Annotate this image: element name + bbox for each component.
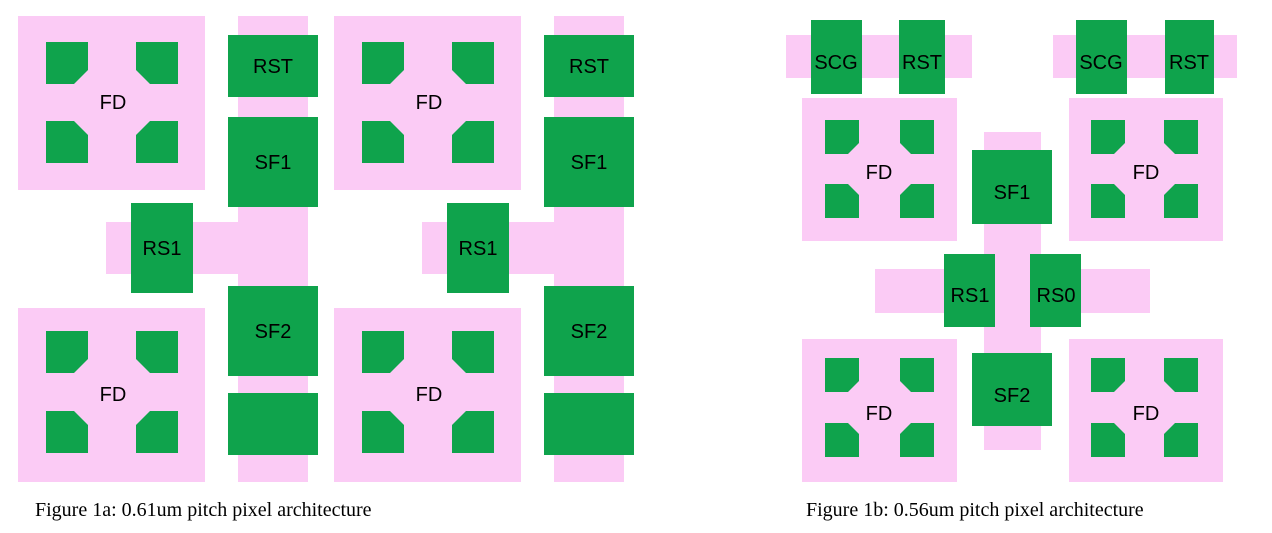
fd-a1-transfer-gate-bottom-right [136, 121, 178, 163]
fd-b3-transfer-gate-top-right [900, 358, 934, 392]
rst-gate-2 [1165, 20, 1214, 94]
sf1-gate [972, 150, 1052, 224]
rs0-gate [1030, 254, 1081, 327]
rst-label-1: RST [253, 56, 293, 78]
rst-gate-2 [544, 35, 634, 97]
figure-1a-caption: Figure 1a: 0.61um pitch pixel architectu… [35, 499, 372, 521]
sf2-gate-1 [228, 286, 318, 376]
fd-a3-transfer-gate-bottom-right [136, 411, 178, 453]
fd-label-bottom-right: FD [1133, 403, 1160, 425]
fd-b2-transfer-gate-bottom-left [1091, 184, 1125, 218]
fd-b4-transfer-gate-top-left [1091, 358, 1125, 392]
fd-b2-transfer-gate-bottom-right [1164, 184, 1198, 218]
figure-1a-diffusion-layer [18, 16, 624, 482]
scg-label-1: SCG [814, 52, 857, 74]
fd-label-top-right: FD [1133, 162, 1160, 184]
figure-1a: FD FD FD FD RST RST SF1 SF1 RS1 RS1 SF2 … [18, 16, 634, 521]
fd-b4-transfer-gate-bottom-right [1164, 423, 1198, 457]
figure-1b-caption: Figure 1b: 0.56um pitch pixel architectu… [806, 499, 1144, 521]
fd-label-top-mid: FD [416, 92, 443, 114]
fd-b3-transfer-gate-bottom-left [825, 423, 859, 457]
unlabeled-gate-1 [228, 393, 318, 455]
rs1-label-2: RS1 [459, 238, 498, 260]
figure-1a-transfer-gates [46, 42, 494, 453]
rs1-label-1: RS1 [143, 238, 182, 260]
fd-a4-transfer-gate-top-left [362, 331, 404, 373]
rst-gate-1 [899, 20, 945, 94]
fd-b2-transfer-gate-top-left [1091, 120, 1125, 154]
fd-a2-transfer-gate-bottom-left [362, 121, 404, 163]
rs1-gate-2 [447, 203, 509, 293]
rst-label-2: RST [569, 56, 609, 78]
fd-a4-transfer-gate-bottom-right [452, 411, 494, 453]
fd-a4-transfer-gate-top-right [452, 331, 494, 373]
scg-label-2: SCG [1079, 52, 1122, 74]
figure-1a-gate-layer [131, 35, 634, 455]
fd-a4-transfer-gate-bottom-left [362, 411, 404, 453]
fd-a1-transfer-gate-top-left [46, 42, 88, 84]
fd-a3-transfer-gate-top-right [136, 331, 178, 373]
fd-b1-transfer-gate-bottom-left [825, 184, 859, 218]
unlabeled-gate-2 [544, 393, 634, 455]
fd-label-bottom-mid: FD [416, 384, 443, 406]
fd-a1-transfer-gate-top-right [136, 42, 178, 84]
fd-a3-transfer-gate-bottom-left [46, 411, 88, 453]
fd-label-top-left: FD [866, 162, 893, 184]
fd-a3-transfer-gate-top-left [46, 331, 88, 373]
fd-label-top-left: FD [100, 92, 127, 114]
fd-b1-transfer-gate-bottom-right [900, 184, 934, 218]
fd-b3-transfer-gate-top-left [825, 358, 859, 392]
fd-b3-transfer-gate-bottom-right [900, 423, 934, 457]
sf2-label: SF2 [994, 385, 1031, 407]
sf2-label-2: SF2 [571, 321, 608, 343]
sf1-gate-2 [544, 117, 634, 207]
figure-1b-gate-layer [811, 20, 1214, 426]
fd-b4-transfer-gate-bottom-left [1091, 423, 1125, 457]
scg-gate-2 [1076, 20, 1127, 94]
figure-1b-transfer-gates [825, 120, 1198, 457]
fd-b2-transfer-gate-top-right [1164, 120, 1198, 154]
rs1-label: RS1 [951, 285, 990, 307]
rst-label-2: RST [1169, 52, 1209, 74]
sf1-label-2: SF1 [571, 152, 608, 174]
sf1-label: SF1 [994, 182, 1031, 204]
fd-label-bottom-left: FD [100, 384, 127, 406]
fd-a2-transfer-gate-top-left [362, 42, 404, 84]
rst-gate-1 [228, 35, 318, 97]
fd-a2-transfer-gate-top-right [452, 42, 494, 84]
fd-a2-transfer-gate-bottom-right [452, 121, 494, 163]
figure-1b-labels: SCG RST SCG RST FD FD FD FD SF1 RS1 RS0 … [814, 52, 1209, 425]
fd-b1-transfer-gate-top-left [825, 120, 859, 154]
rs1-gate-1 [131, 203, 193, 293]
rs0-label: RS0 [1037, 285, 1076, 307]
rst-label-1: RST [902, 52, 942, 74]
sf2-gate [972, 353, 1052, 426]
sf2-gate-2 [544, 286, 634, 376]
fd-b1-transfer-gate-top-right [900, 120, 934, 154]
sf1-label-1: SF1 [255, 152, 292, 174]
diffusion-rs-bar [875, 269, 1150, 313]
figure-1a-labels: FD FD FD FD RST RST SF1 SF1 RS1 RS1 SF2 … [100, 56, 609, 406]
sf2-label-1: SF2 [255, 321, 292, 343]
figure-1b: SCG RST SCG RST FD FD FD FD SF1 RS1 RS0 … [786, 20, 1237, 521]
scg-gate-1 [811, 20, 862, 94]
fd-label-bottom-left: FD [866, 403, 893, 425]
rs1-gate [944, 254, 995, 327]
fd-a1-transfer-gate-bottom-left [46, 121, 88, 163]
fd-b4-transfer-gate-top-right [1164, 358, 1198, 392]
sf1-gate-1 [228, 117, 318, 207]
